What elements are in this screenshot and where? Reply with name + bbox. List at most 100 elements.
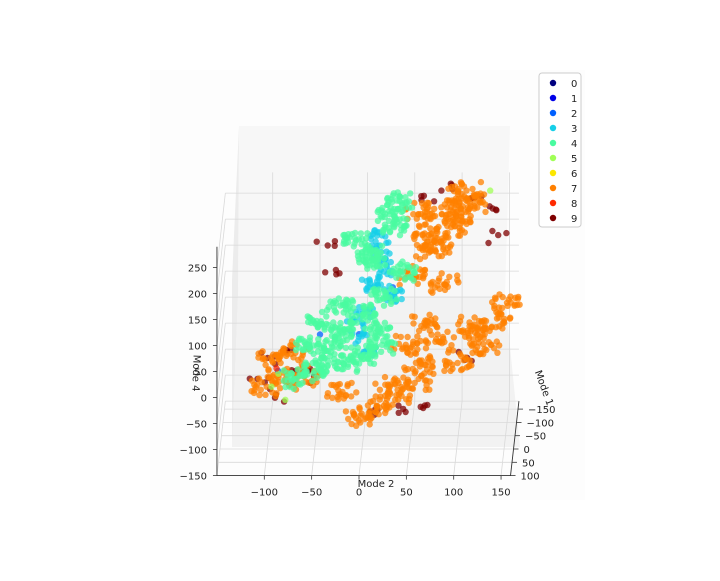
data-point <box>366 277 373 284</box>
data-point <box>389 198 396 206</box>
data-point <box>335 332 342 339</box>
data-point <box>458 213 465 220</box>
data-point <box>319 368 326 375</box>
data-point <box>485 239 492 247</box>
data-point <box>488 323 496 330</box>
data-point <box>491 305 498 312</box>
data-point <box>387 258 394 266</box>
data-point <box>430 198 438 205</box>
data-point <box>453 213 460 220</box>
legend-marker <box>549 139 557 147</box>
data-point <box>426 386 433 393</box>
legend-label: 6 <box>571 169 577 180</box>
data-point <box>318 308 326 316</box>
data-point <box>449 361 456 368</box>
data-point <box>296 371 303 378</box>
data-point <box>414 333 421 340</box>
data-point <box>322 347 329 354</box>
data-point <box>337 319 344 327</box>
data-point <box>386 268 393 276</box>
data-point <box>412 253 420 260</box>
y-tick-label: 50 <box>522 458 535 469</box>
data-point <box>364 230 371 237</box>
data-point <box>359 316 366 323</box>
data-point <box>327 326 335 333</box>
data-point <box>438 270 445 277</box>
data-point <box>348 344 355 351</box>
data-point <box>432 247 439 255</box>
legend: 0 1 2 3 4 5 6 7 8 9 <box>538 72 582 228</box>
data-point <box>481 325 488 333</box>
data-point <box>372 334 379 342</box>
data-point <box>463 364 471 371</box>
data-point <box>302 359 309 366</box>
grid-line <box>216 323 226 398</box>
data-point <box>403 396 410 403</box>
z-tick-label: 150 <box>188 316 207 327</box>
y-tick-label: −100 <box>527 418 554 429</box>
data-point <box>358 410 365 417</box>
data-point <box>405 378 413 386</box>
y-tick-label: −150 <box>528 405 555 416</box>
data-point <box>410 211 417 218</box>
data-point <box>269 389 276 396</box>
data-point <box>384 393 392 400</box>
data-point <box>372 393 379 400</box>
data-point <box>268 383 275 390</box>
data-point <box>395 402 402 409</box>
data-point <box>496 342 503 349</box>
data-point <box>442 212 450 219</box>
data-point <box>340 337 347 344</box>
y-tick-label: 100 <box>521 472 540 483</box>
data-point <box>407 345 414 352</box>
x-axis-label: Mode 2 <box>358 479 395 490</box>
data-point <box>471 314 478 321</box>
data-point <box>269 359 277 366</box>
data-point <box>482 208 489 216</box>
data-point <box>342 408 350 415</box>
data-point <box>385 386 392 393</box>
data-point <box>392 332 400 340</box>
data-point <box>372 408 379 416</box>
data-point <box>273 365 280 372</box>
data-point <box>429 289 436 296</box>
y-axis-ticks: −150 −100 −50 0 50 100 <box>510 405 555 483</box>
grid-line <box>311 401 321 476</box>
data-point <box>377 348 385 355</box>
grid-line <box>216 219 226 294</box>
z-tick-label: 0 <box>201 394 207 405</box>
data-point <box>427 225 434 232</box>
data-point <box>355 417 362 424</box>
data-point <box>454 272 461 279</box>
grid-line <box>500 401 510 476</box>
data-point <box>367 416 374 423</box>
z-tick-label: −50 <box>186 420 207 431</box>
data-point <box>382 381 389 388</box>
data-point <box>331 242 338 249</box>
data-point <box>301 338 308 345</box>
data-point <box>288 350 295 357</box>
data-point <box>367 340 375 348</box>
data-point <box>364 283 372 291</box>
data-point <box>411 379 418 387</box>
data-point <box>366 410 373 417</box>
data-point <box>418 357 425 364</box>
data-point <box>434 324 441 331</box>
data-point <box>428 363 436 370</box>
data-point <box>511 302 518 309</box>
data-point <box>407 274 415 282</box>
x-tick-label: −50 <box>301 488 322 499</box>
data-point <box>398 295 405 303</box>
data-point <box>455 321 462 328</box>
data-point <box>265 366 272 373</box>
grid-line <box>405 401 416 476</box>
data-point <box>321 326 328 333</box>
data-point <box>396 232 404 239</box>
data-point <box>404 366 411 373</box>
data-point <box>373 402 380 410</box>
data-point <box>257 386 264 393</box>
data-point <box>349 408 357 416</box>
data-point <box>344 297 351 304</box>
y-tick-label: 0 <box>524 445 530 456</box>
